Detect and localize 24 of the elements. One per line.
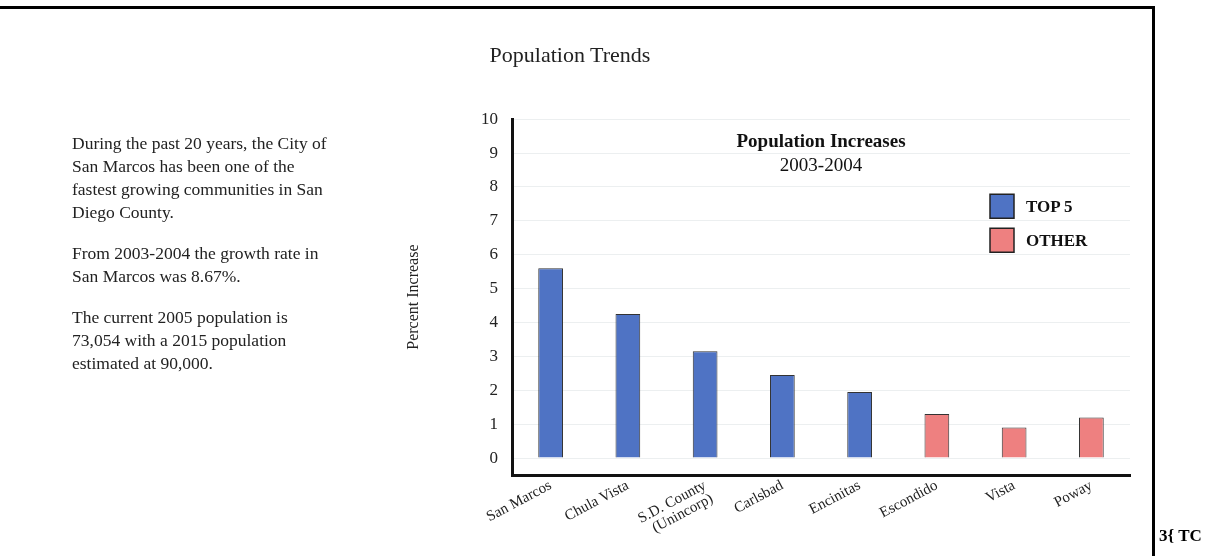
text: 3{ TC xyxy=(1159,526,1202,546)
y-tick-label: 7 xyxy=(489,210,499,230)
text: The current 2005 population is 73,054 with a 2015 population estimated at 90,000. xyxy=(72,306,289,375)
x-tick-label: Vista xyxy=(982,476,1018,506)
text: Population Increases xyxy=(736,129,906,151)
legend-label: TOP 5 xyxy=(1026,196,1073,216)
legend-label: OTHER xyxy=(1026,230,1089,250)
y-axis-title: Percent Increase xyxy=(403,244,421,350)
text: During the past 20 years, the City of San Marcos has been one of the fastest growing communities in San Diego County. xyxy=(72,132,328,224)
y-tick-label: 4 xyxy=(489,311,499,331)
y-tick-label: 8 xyxy=(489,176,498,196)
y-tick-label: 9 xyxy=(489,142,498,162)
x-tick-label: Chula Vista xyxy=(561,476,632,524)
y-tick-label: 10 xyxy=(481,108,498,128)
y-tick-label: 0 xyxy=(489,447,498,467)
y-tick-label: 3 xyxy=(489,345,498,365)
y-tick-label: 1 xyxy=(489,413,498,433)
x-tick-label: Poway xyxy=(1051,476,1096,510)
y-tick-label: 6 xyxy=(489,244,498,264)
y-tick-label: 5 xyxy=(489,278,498,298)
y-tick-label: 2 xyxy=(489,379,498,399)
text: Population Trends xyxy=(488,42,652,68)
text: From 2003-2004 the growth rate in San Marcos was 8.67%. xyxy=(72,242,320,288)
text: 2003-2004 xyxy=(779,153,863,175)
